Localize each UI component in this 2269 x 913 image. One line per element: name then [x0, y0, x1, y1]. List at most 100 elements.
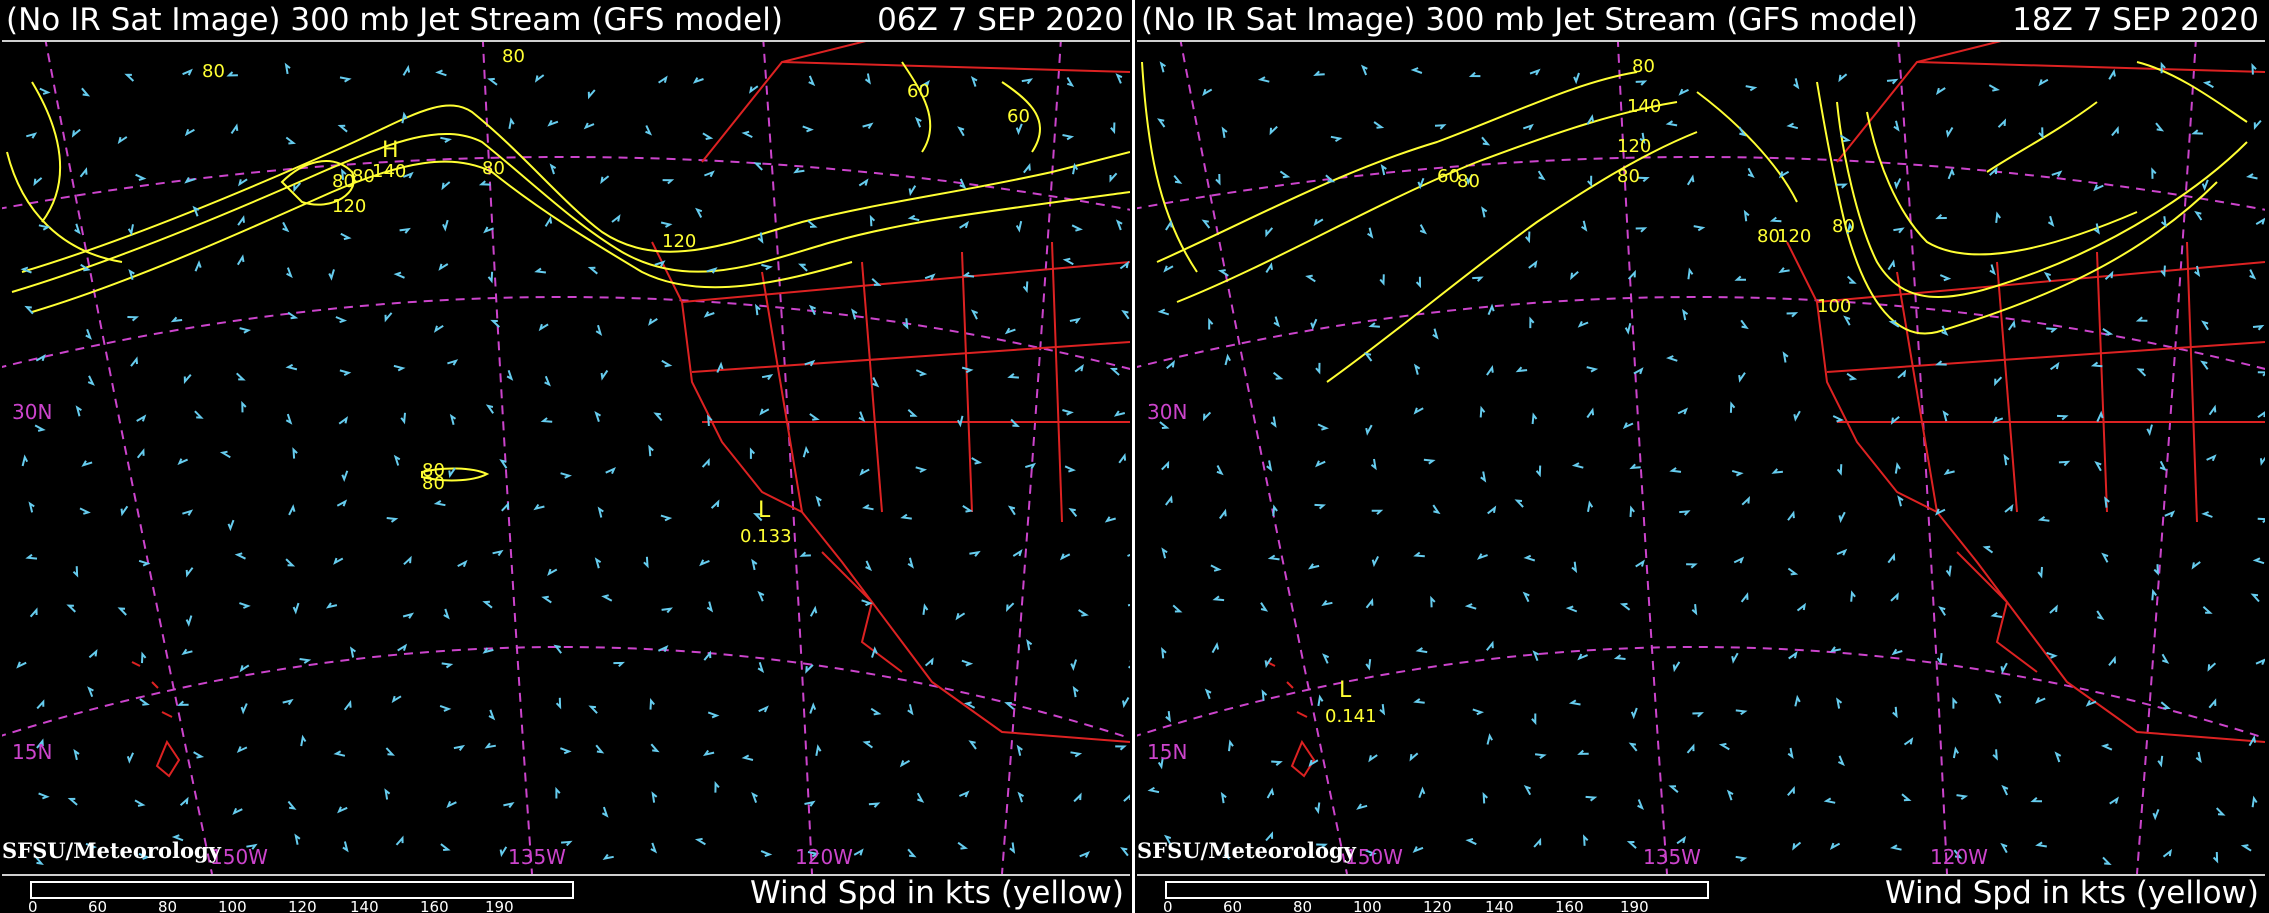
wind-barb — [2257, 411, 2265, 419]
wind-barb — [124, 73, 135, 82]
wind-barb — [1468, 71, 1481, 78]
scale-tick: 0 — [28, 898, 38, 913]
wind-barb — [2050, 361, 2060, 371]
wind-barb — [1733, 556, 1745, 564]
wind-barb — [2102, 328, 2114, 336]
wind-barb — [287, 311, 299, 320]
wind-barb — [1072, 162, 1079, 175]
wind-barb — [1021, 78, 1034, 85]
wind-barb — [600, 175, 610, 185]
wind-barb — [232, 808, 243, 815]
wind-barb — [349, 646, 356, 658]
wind-barb — [815, 495, 822, 507]
wind-barb — [760, 850, 773, 858]
contour-labels: 80 140 120 80 60 80 80 120 80 100 L 0.14… — [1325, 56, 1855, 727]
wind-barb — [126, 752, 135, 764]
wind-barb — [2151, 588, 2157, 601]
wind-barb — [1586, 114, 1595, 125]
contour-label: 80 — [1617, 166, 1640, 187]
wind-barb — [1535, 465, 1542, 478]
wind-barb — [21, 454, 29, 467]
wind-barb — [440, 843, 451, 851]
wind-barb — [555, 786, 561, 799]
wind-barb — [1216, 465, 1224, 476]
scale-tick: 100 — [1353, 898, 1382, 913]
wind-barb — [970, 75, 978, 87]
wind-barb — [2202, 80, 2214, 89]
wind-barb — [1738, 372, 1746, 383]
wind-speed-contours — [1141, 61, 2248, 383]
wind-barb — [1571, 462, 1584, 469]
wind-barb — [1419, 224, 1428, 235]
wind-barb — [1832, 415, 1845, 423]
wind-barb — [1163, 265, 1174, 273]
wind-barb — [757, 590, 765, 602]
wind-barb — [24, 305, 34, 315]
wind-barb — [117, 607, 127, 616]
wind-barb — [959, 220, 969, 229]
wind-barb — [1487, 505, 1497, 515]
wind-barb — [862, 122, 874, 130]
wind-barb — [602, 853, 614, 860]
wind-barb — [871, 278, 882, 286]
wind-barb — [1731, 469, 1744, 477]
contour-label: 100 — [1817, 296, 1851, 317]
wind-barb — [808, 304, 816, 316]
wind-barb — [2101, 552, 2109, 563]
wind-barb — [219, 450, 231, 459]
wind-barb — [549, 163, 557, 175]
wind-barb — [339, 76, 352, 83]
wind-barb — [2201, 179, 2209, 192]
wind-barb — [547, 568, 558, 577]
wind-speed-contours — [6, 61, 1130, 482]
scale-tick: 80 — [158, 898, 178, 913]
wind-barb — [2135, 316, 2148, 322]
wind-barb — [1432, 328, 1439, 340]
wind-barb — [707, 414, 713, 426]
wind-barb — [385, 747, 395, 756]
wind-barb — [335, 316, 348, 324]
wind-barb — [1935, 213, 1947, 220]
wind-barb — [237, 215, 245, 226]
wind-barb — [230, 123, 239, 134]
contour-label: 80 — [332, 171, 355, 192]
low-value: 0.141 — [1325, 706, 1377, 727]
wind-barb — [135, 173, 147, 181]
wind-barb — [2194, 210, 2203, 221]
wind-barb — [1062, 409, 1074, 416]
wind-barb — [1472, 708, 1485, 716]
wind-barb — [482, 647, 494, 654]
wind-barb — [342, 841, 349, 853]
wind-barb — [1585, 795, 1598, 802]
wind-barb — [2162, 848, 2172, 858]
wind-barb — [907, 409, 918, 417]
wind-barb — [499, 846, 508, 858]
wind-barb — [650, 842, 658, 854]
wind-barb — [300, 734, 307, 747]
wind-barb — [1522, 123, 1534, 131]
wind-barb — [1313, 70, 1325, 76]
wind-barb — [185, 615, 193, 627]
wind-barb — [662, 179, 675, 185]
wind-barb — [488, 709, 496, 721]
wind-barb — [1935, 508, 1946, 516]
wind-barb — [1221, 126, 1228, 138]
wind-barb — [957, 126, 965, 137]
wind-barb — [761, 374, 774, 381]
wind-barb — [1829, 842, 1841, 851]
wind-barb — [1115, 219, 1123, 231]
wind-barb — [714, 780, 720, 793]
wind-barb — [333, 750, 346, 757]
wind-barb — [694, 837, 706, 846]
wind-barb — [1786, 312, 1799, 318]
wind-barb — [808, 75, 816, 87]
wind-barb — [1686, 174, 1695, 186]
wind-barb — [117, 136, 128, 145]
wind-barb — [600, 369, 609, 381]
wind-barb — [1525, 231, 1531, 244]
wind-barb — [1068, 508, 1078, 518]
wind-barb — [79, 167, 88, 178]
wind-barb — [1529, 316, 1535, 329]
wind-barb — [236, 254, 245, 266]
wind-barb — [2153, 564, 2159, 576]
